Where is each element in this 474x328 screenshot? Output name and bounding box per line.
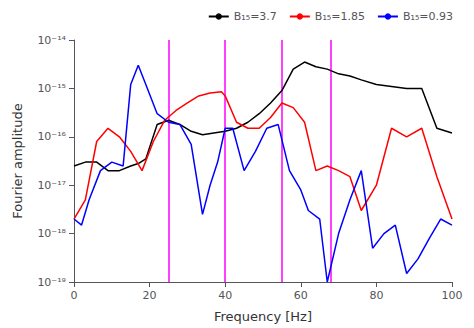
svg-text:Frequency [Hz]: Frequency [Hz] bbox=[214, 309, 312, 324]
svg-text:10⁻¹⁹: 10⁻¹⁹ bbox=[37, 276, 66, 289]
svg-text:B₁₅=1.85: B₁₅=1.85 bbox=[315, 10, 365, 23]
svg-text:0: 0 bbox=[71, 289, 78, 302]
svg-text:10⁻¹⁶: 10⁻¹⁶ bbox=[37, 130, 66, 143]
svg-text:B₁₅=3.7: B₁₅=3.7 bbox=[234, 10, 277, 23]
svg-text:Fourier amplitude: Fourier amplitude bbox=[10, 103, 25, 218]
svg-text:100: 100 bbox=[442, 289, 463, 302]
svg-text:20: 20 bbox=[143, 289, 157, 302]
svg-text:60: 60 bbox=[294, 289, 308, 302]
svg-text:10⁻¹⁴: 10⁻¹⁴ bbox=[37, 34, 66, 47]
svg-text:10⁻¹⁵: 10⁻¹⁵ bbox=[37, 82, 66, 95]
svg-text:B₁₅=0.93: B₁₅=0.93 bbox=[403, 10, 453, 23]
svg-text:10⁻¹⁸: 10⁻¹⁸ bbox=[37, 227, 66, 240]
svg-text:80: 80 bbox=[369, 289, 383, 302]
svg-text:10⁻¹⁷: 10⁻¹⁷ bbox=[37, 179, 66, 192]
svg-text:40: 40 bbox=[218, 289, 232, 302]
